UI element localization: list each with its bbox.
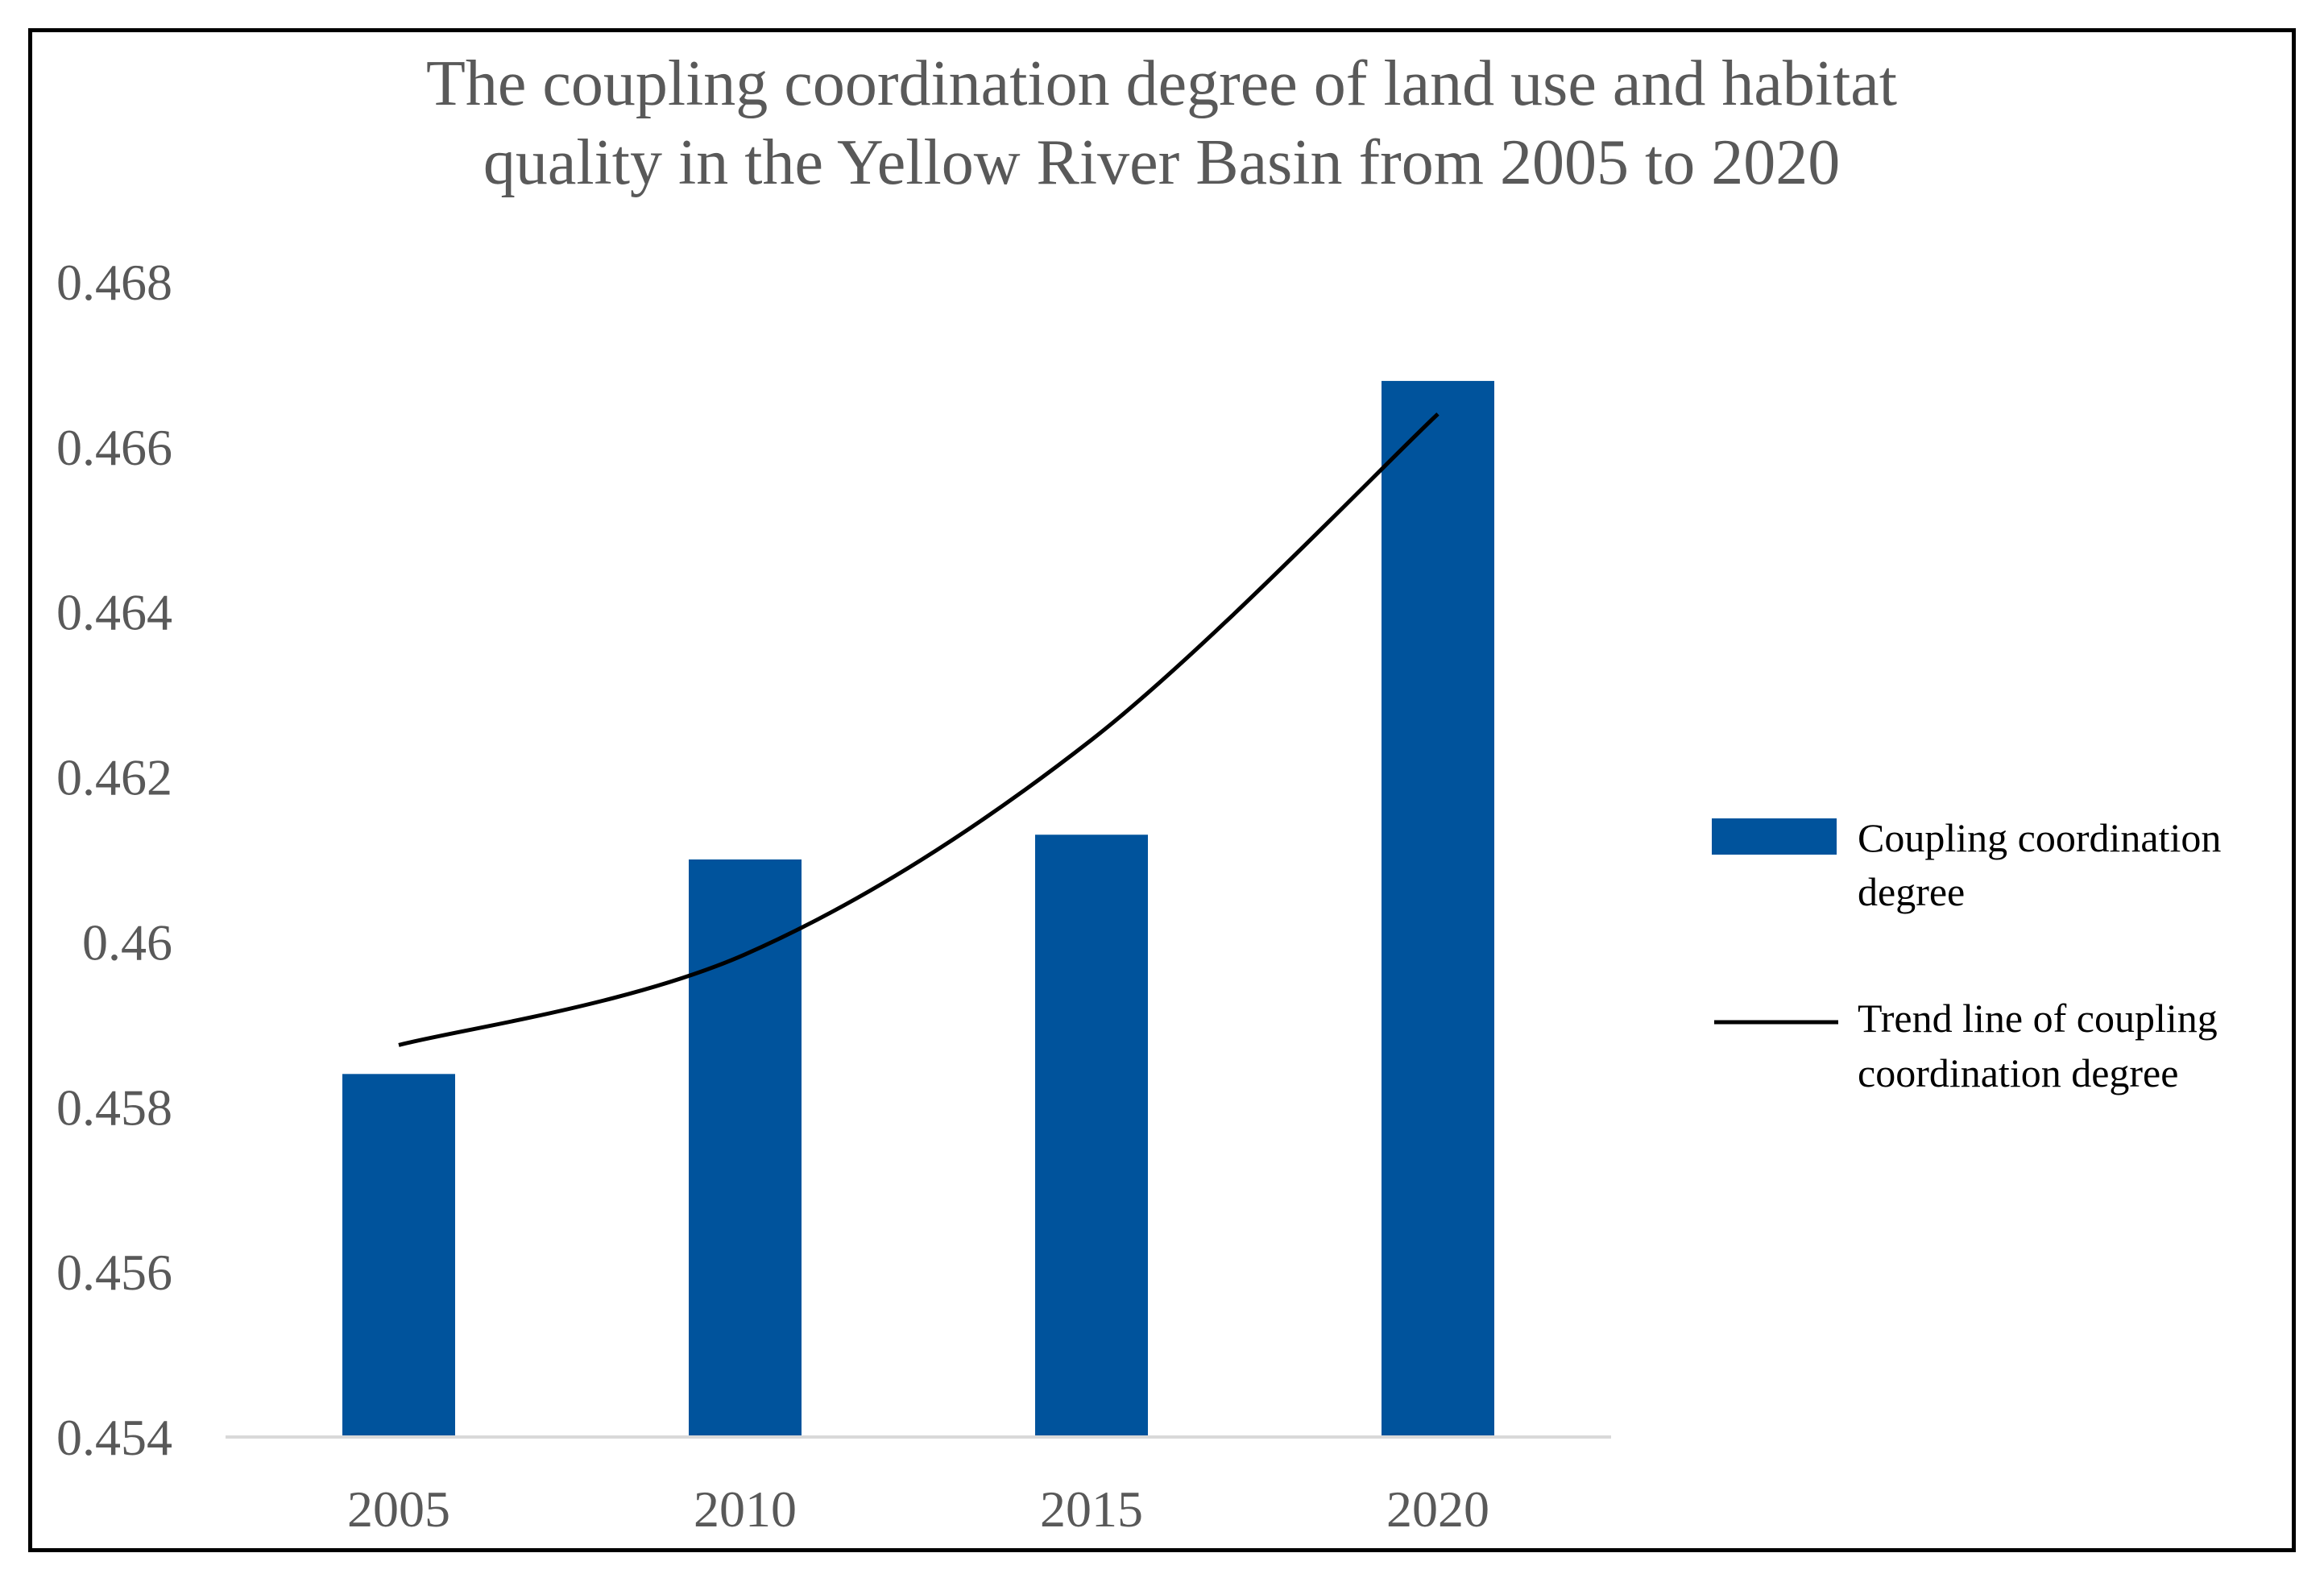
y-tick-label: 0.464 <box>56 584 172 641</box>
y-tick-label: 0.456 <box>56 1244 172 1301</box>
trend-line-group <box>398 412 1440 1047</box>
bar-2010 <box>689 859 802 1437</box>
x-tick-label-2005: 2005 <box>347 1481 450 1538</box>
legend-label-bar-line-1: Coupling coordination <box>1858 815 2221 860</box>
legend-label-trend-line-1: Trend line of coupling <box>1858 996 2218 1041</box>
x-tick-label-2010: 2010 <box>694 1481 797 1538</box>
x-tick-label-2020: 2020 <box>1386 1481 1489 1538</box>
y-tick-label: 0.462 <box>56 749 172 806</box>
chart-title-line-2: quality in the Yellow River Basin from 2… <box>483 127 1840 198</box>
chart-title: The coupling coordination degree of land… <box>426 48 1897 198</box>
legend-label-bar-line-2: degree <box>1858 869 1965 914</box>
x-tick-label-2015: 2015 <box>1040 1481 1143 1538</box>
legend-swatch-bar <box>1712 818 1837 855</box>
y-tick-label: 0.466 <box>56 419 172 476</box>
y-tick-label: 0.468 <box>56 254 172 311</box>
y-axis: 0.454 0.456 0.458 0.46 0.462 0.464 0.466 0.468 <box>56 254 172 1466</box>
bars <box>342 380 1494 1437</box>
y-tick-label: 0.454 <box>56 1409 172 1466</box>
bar-2015 <box>1035 834 1148 1437</box>
y-tick-label: 0.46 <box>82 913 172 971</box>
chart-title-line-1: The coupling coordination degree of land… <box>426 48 1897 119</box>
bar-2005 <box>342 1074 455 1437</box>
x-axis: 2005 2010 2015 2020 <box>226 1435 1611 1538</box>
y-tick-label: 0.458 <box>56 1079 172 1136</box>
legend: Coupling coordination degree Trend line … <box>1712 815 2221 1095</box>
bar-2020 <box>1382 380 1494 1437</box>
trend-line <box>398 412 1440 1047</box>
legend-label-trend-line-2: coordination degree <box>1858 1050 2178 1095</box>
